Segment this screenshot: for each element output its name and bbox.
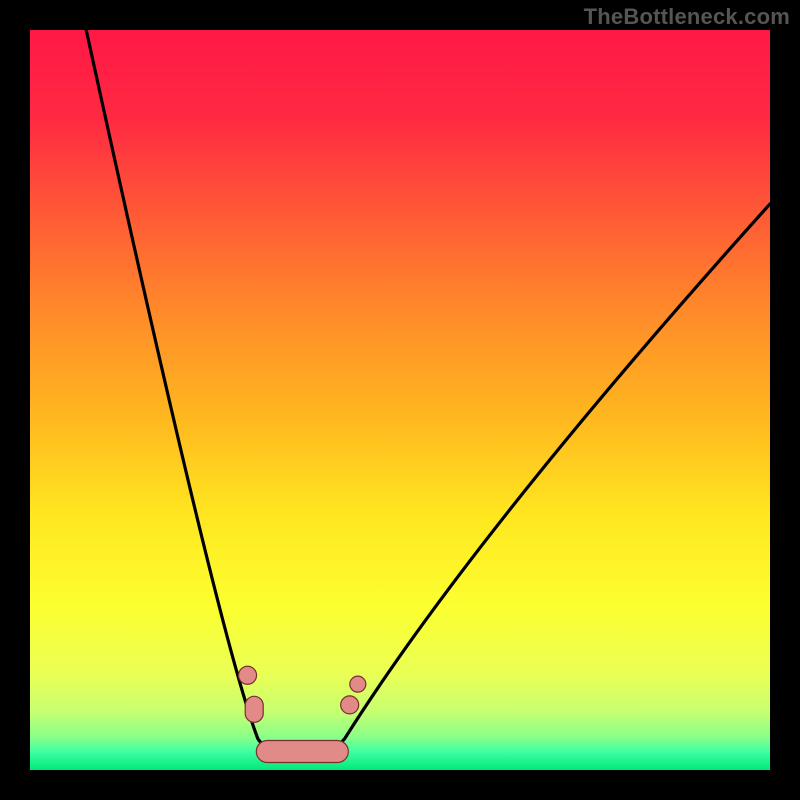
bead-3	[341, 696, 359, 714]
bead-2	[256, 741, 348, 763]
bead-1	[245, 696, 263, 722]
chart-svg	[0, 0, 800, 800]
gradient-background	[30, 30, 770, 770]
bead-0	[239, 666, 257, 684]
bead-4	[350, 676, 366, 692]
stage: TheBottleneck.com	[0, 0, 800, 800]
watermark-text: TheBottleneck.com	[584, 4, 790, 30]
